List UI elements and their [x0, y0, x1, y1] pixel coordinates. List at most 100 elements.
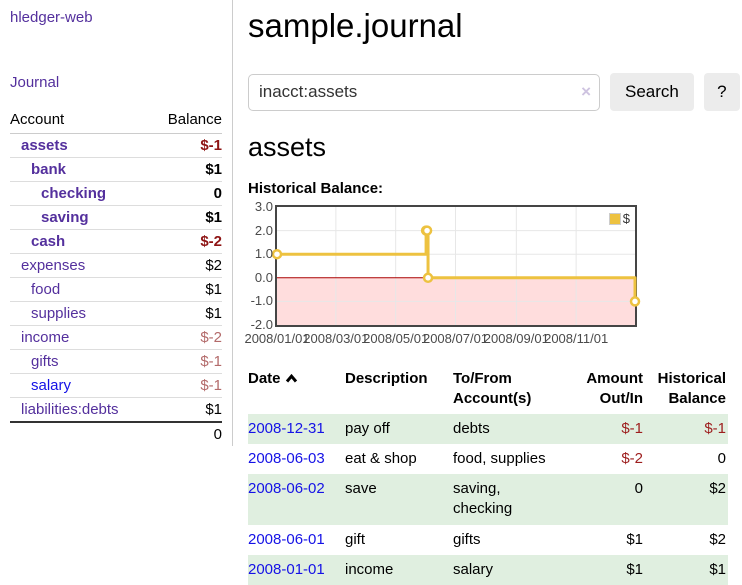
account-balance: $1	[151, 157, 222, 182]
accounts-header-account: Account	[10, 108, 152, 134]
transaction-description-cell: save	[345, 480, 377, 497]
transaction-description-cell: pay off	[345, 419, 390, 437]
legend-label: $	[622, 211, 630, 226]
column-header-description: Description	[345, 370, 428, 387]
account-row: food $1	[10, 277, 222, 302]
sidebar: hledger-web Journal Account Balance asse…	[0, 0, 233, 446]
y-axis-tick-label: 3.0	[254, 199, 273, 214]
search-form: × Search ?	[248, 73, 742, 111]
chart-legend: $	[606, 210, 632, 227]
accounts-table: Account Balance assets $-1 bank $1 checking 0…	[10, 108, 222, 446]
register-row: 2008-06-02 save saving, checking 0 $2	[248, 474, 728, 525]
account-row: bank $1	[10, 157, 222, 182]
legend-swatch-icon	[608, 212, 621, 225]
account-balance: $-2	[151, 229, 222, 254]
transaction-description-cell: gift	[345, 530, 366, 548]
account-balance: $1	[151, 397, 222, 423]
account-link[interactable]: income	[21, 329, 70, 346]
y-axis-tick-label: -1.0	[250, 293, 273, 309]
transaction-amount-cell: $-1	[621, 419, 643, 437]
search-button[interactable]: Search	[610, 73, 694, 111]
account-balance: $1	[151, 277, 222, 302]
chart-plot-area: $	[271, 205, 641, 327]
transaction-date-cell: 2008-06-02	[248, 474, 345, 525]
account-row: liabilities:debts $1	[10, 397, 222, 423]
accounts-total-row: 0	[10, 421, 222, 446]
x-axis-tick-label: 2008/07/01	[422, 331, 489, 346]
search-box: ×	[248, 73, 600, 111]
register-table: Date Description To/From Account(s) Amou…	[248, 367, 728, 585]
historical-balance-chart: $ 3.0 2.0 1.0 0.0 -1.0 -2.0 2008/01/01 2008/03/…	[244, 199, 742, 352]
transaction-date-link[interactable]: 2008-01-01	[248, 560, 325, 578]
clear-search-icon[interactable]: ×	[581, 81, 591, 101]
account-link[interactable]: supplies	[31, 305, 87, 322]
accounts-header-balance: Balance	[151, 108, 222, 134]
search-input[interactable]	[248, 73, 600, 111]
account-link[interactable]: liabilities:debts	[21, 401, 119, 418]
x-axis-tick-label: 2008/11/01	[544, 331, 609, 346]
transaction-accounts-cell: gifts	[453, 530, 481, 548]
help-button[interactable]: ?	[703, 73, 740, 111]
account-row: income $-2	[10, 325, 222, 350]
page-title: sample.journal	[248, 7, 463, 44]
transaction-date-link[interactable]: 2008-12-31	[248, 419, 325, 437]
register-row: 2008-06-03 eat & shop food, supplies $-2 0	[248, 444, 728, 474]
account-row: salary $-1	[10, 373, 222, 398]
transaction-accounts-cell: salary	[453, 560, 494, 578]
account-link[interactable]: expenses	[21, 257, 86, 274]
sort-ascending-icon	[285, 374, 297, 383]
transaction-description-cell: income	[345, 560, 394, 578]
account-balance: $-1	[151, 133, 222, 158]
account-link[interactable]: saving	[41, 209, 89, 226]
register-row: 2008-06-01 gift gifts $1 $2	[248, 525, 728, 555]
accounts-total-value: 0	[10, 421, 222, 446]
account-balance: 0	[151, 181, 222, 206]
transaction-date-cell: 2008-12-31	[248, 414, 345, 444]
account-link[interactable]: checking	[41, 185, 107, 202]
transaction-balance-cell: 0	[717, 449, 726, 467]
transaction-amount-cell: $1	[626, 560, 643, 578]
y-axis-tick-label: 0.0	[254, 269, 273, 285]
transaction-accounts-cell: food, supplies	[453, 449, 546, 467]
transaction-date-link[interactable]: 2008-06-01	[248, 530, 325, 548]
transaction-amount-cell: $-2	[621, 449, 643, 467]
transaction-amount-cell: 0	[634, 480, 643, 497]
transaction-balance-cell: $2	[709, 530, 726, 548]
y-axis-tick-label: -2.0	[250, 317, 273, 332]
x-axis-tick-label: 2008/09/01	[483, 331, 549, 346]
account-link[interactable]: salary	[31, 377, 72, 394]
transaction-date-link[interactable]: 2008-06-02	[248, 480, 325, 497]
account-balance: $-1	[151, 349, 222, 374]
account-row: assets $-1	[10, 133, 222, 158]
transaction-balance-cell: $-1	[704, 419, 726, 437]
account-row: supplies $1	[10, 301, 222, 326]
account-balance: $1	[151, 301, 222, 326]
transaction-balance-cell: $1	[709, 560, 726, 578]
account-link[interactable]: bank	[31, 161, 67, 178]
accounts-header-row: Account Balance	[10, 108, 222, 134]
chart-title: Historical Balance:	[248, 180, 384, 197]
transaction-date-cell: 2008-01-01	[248, 555, 345, 585]
register-row: 2008-01-01 income salary $1 $1	[248, 554, 728, 585]
account-link[interactable]: food	[31, 281, 61, 298]
account-row: checking 0	[10, 181, 222, 206]
transaction-description-cell: eat & shop	[345, 449, 417, 467]
column-header-amount: Amount Out/In	[586, 370, 643, 408]
account-page-title: assets	[248, 132, 327, 162]
x-axis-tick-label: 2008/01/01	[244, 331, 310, 346]
account-row: saving $1	[10, 205, 222, 230]
sidebar-item-journal[interactable]: Journal	[10, 74, 60, 91]
account-link[interactable]: gifts	[31, 353, 59, 370]
app-home-link[interactable]: hledger-web	[10, 9, 93, 26]
account-row: gifts $-1	[10, 349, 222, 374]
account-row: cash $-2	[10, 229, 222, 254]
register-header-row: Date Description To/From Account(s) Amou…	[248, 367, 728, 414]
transaction-date-link[interactable]: 2008-06-03	[248, 449, 325, 467]
column-header-date[interactable]: Date	[248, 367, 345, 414]
account-link[interactable]: assets	[21, 137, 68, 154]
y-axis-tick-label: 1.0	[254, 246, 273, 262]
transaction-date-cell: 2008-06-01	[248, 525, 345, 555]
transaction-accounts-cell: debts	[453, 419, 490, 437]
account-link[interactable]: cash	[31, 233, 66, 250]
account-balance: $2	[151, 253, 222, 278]
